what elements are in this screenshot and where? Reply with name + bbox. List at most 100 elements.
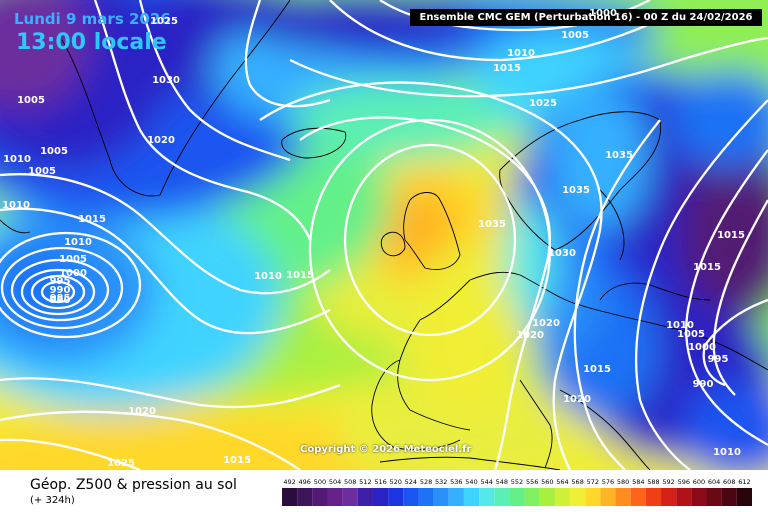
scale-value-label: 548 <box>496 478 508 486</box>
scale-value-label: 512 <box>359 478 371 486</box>
isobar-label: 1010 <box>64 237 92 248</box>
isobar-label: 1015 <box>717 230 745 241</box>
model-info-banner: Ensemble CMC GEM (Perturbation 16) - 00 … <box>410 9 762 26</box>
scale-value-label: 504 <box>329 478 341 486</box>
isobar-label: 1010 <box>254 271 282 282</box>
scale-value-label: 576 <box>602 478 614 486</box>
isobar-label: 985 <box>50 293 71 304</box>
scale-value-label: 600 <box>693 478 705 486</box>
scale-swatch <box>554 488 571 506</box>
scale-swatch <box>600 488 616 506</box>
scale-value-label: 500 <box>314 478 326 486</box>
scale-swatch <box>282 488 298 506</box>
isobar-label: 1005 <box>561 30 589 41</box>
isobar-label: 1010 <box>3 154 31 165</box>
scale-swatch <box>312 488 328 506</box>
scale-swatch <box>372 488 389 506</box>
scale-value-label: 508 <box>344 478 356 486</box>
isobar-labels: 1025100010051010101510301025100510201005… <box>0 0 768 470</box>
scale-swatch <box>524 488 540 506</box>
isobar-label: 1020 <box>147 135 175 146</box>
isobar-label: 1005 <box>677 329 705 340</box>
isobar-label: 1015 <box>223 455 251 466</box>
forecast-local-time: 13:00 locale <box>16 30 167 55</box>
scale-swatch <box>661 488 677 506</box>
scale-value-label: 608 <box>723 478 735 486</box>
scale-swatch <box>676 488 692 506</box>
isobar-label: 1020 <box>563 394 591 405</box>
scale-value-label: 520 <box>389 478 401 486</box>
geopotential-field <box>0 0 768 470</box>
color-scale: 492 496 500 504 508 512 516 520 524 528 532 536 540 5… <box>282 478 752 506</box>
scale-value-label: 532 <box>435 478 447 486</box>
scale-value-label: 580 <box>617 478 629 486</box>
isobar-label: 995 <box>50 276 71 287</box>
scale-value-label: 540 <box>465 478 477 486</box>
isobar-label: 1005 <box>59 254 87 265</box>
isobar-label: 1015 <box>78 214 106 225</box>
forecast-map: Lundi 9 mars 2026 13:00 locale Ensemble … <box>0 0 768 470</box>
scale-swatch <box>479 488 495 506</box>
isobar-label: 1005 <box>28 166 56 177</box>
scale-value-label: 536 <box>450 478 462 486</box>
scale-value-label: 568 <box>571 478 583 486</box>
isobar-label: 1010 <box>666 320 694 331</box>
isobar-label: 1010 <box>507 48 535 59</box>
scale-value-label: 544 <box>480 478 492 486</box>
scale-value-label: 564 <box>556 478 568 486</box>
isobar-label: 980 <box>50 295 71 306</box>
scale-value-label: 556 <box>526 478 538 486</box>
isobar-label: 1030 <box>152 75 180 86</box>
isobar-label: 1020 <box>532 318 560 329</box>
scale-value-label: 528 <box>420 478 432 486</box>
scale-value-label: 612 <box>738 478 750 486</box>
isobar-label: 1030 <box>548 248 576 259</box>
scale-swatch <box>509 488 525 506</box>
scale-swatch <box>630 488 646 506</box>
isobar-label: 990 <box>50 285 71 296</box>
scale-swatch <box>433 488 449 506</box>
scale-value-label: 560 <box>541 478 553 486</box>
scale-value-label: 588 <box>647 478 659 486</box>
isobar-label: 1035 <box>562 185 590 196</box>
scale-swatch <box>736 488 752 506</box>
isobar-label: 1020 <box>516 330 544 341</box>
scale-swatch <box>297 488 313 506</box>
scale-value-label: 492 <box>283 478 295 486</box>
scale-swatch <box>342 488 358 506</box>
isobar-label: 1025 <box>150 16 178 27</box>
scale-value-label: 496 <box>299 478 311 486</box>
isobar-label: 1020 <box>128 406 156 417</box>
isobars <box>0 0 768 470</box>
isobar-label: 1000 <box>589 8 617 19</box>
isobar-label: 1005 <box>17 95 45 106</box>
isobar-label: 1035 <box>478 219 506 230</box>
scale-swatch <box>615 488 631 506</box>
scale-swatch <box>357 488 373 506</box>
scale-swatch <box>388 488 404 506</box>
scale-value-label: 584 <box>632 478 644 486</box>
isobar-label: 1015 <box>693 262 721 273</box>
scale-swatch <box>585 488 601 506</box>
scale-swatch <box>448 488 464 506</box>
copyright-notice: Copyright © 2026 Meteociel.fr <box>300 444 472 455</box>
scale-value-label: 516 <box>374 478 386 486</box>
scale-value-label: 572 <box>587 478 599 486</box>
scale-swatch <box>494 488 510 506</box>
isobar-label: 1025 <box>529 98 557 109</box>
isobar-label: 1015 <box>493 63 521 74</box>
scale-swatch <box>691 488 707 506</box>
isobar-label: 1035 <box>605 150 633 161</box>
scale-value-label: 604 <box>708 478 720 486</box>
isobar-label: 1010 <box>713 447 741 458</box>
scale-swatch <box>418 488 434 506</box>
isobar-label: 1000 <box>688 342 716 353</box>
scale-value-label: 524 <box>405 478 417 486</box>
parameter-title: Géop. Z500 & pression au sol <box>30 477 237 493</box>
forecast-date: Lundi 9 mars 2026 <box>14 10 171 28</box>
isobar-label: 1010 <box>2 200 30 211</box>
isobar-label: 995 <box>708 354 729 365</box>
isobar-label: 1005 <box>40 146 68 157</box>
isobar-label: 1015 <box>286 270 314 281</box>
scale-value-label: 596 <box>678 478 690 486</box>
